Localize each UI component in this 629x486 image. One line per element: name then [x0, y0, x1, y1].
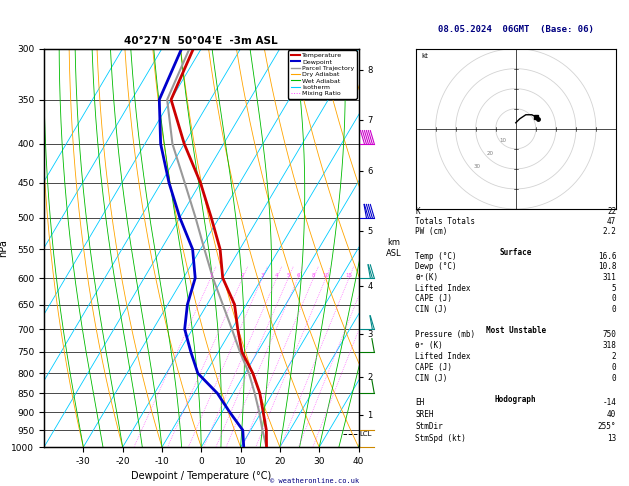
Title: 40°27'N  50°04'E  -3m ASL: 40°27'N 50°04'E -3m ASL	[125, 36, 278, 47]
Text: 47: 47	[607, 217, 616, 226]
Text: Lifted Index: Lifted Index	[415, 352, 470, 361]
Text: 13: 13	[607, 434, 616, 443]
Text: Lifted Index: Lifted Index	[415, 283, 470, 293]
Text: Hodograph: Hodograph	[495, 395, 537, 404]
Text: θᵉ(K): θᵉ(K)	[415, 273, 438, 282]
Text: kt: kt	[421, 53, 428, 59]
Text: 20: 20	[486, 151, 493, 156]
Text: Dewp (°C): Dewp (°C)	[415, 262, 457, 271]
Text: -14: -14	[603, 398, 616, 407]
Text: 2: 2	[611, 352, 616, 361]
Y-axis label: hPa: hPa	[0, 239, 9, 257]
Text: PW (cm): PW (cm)	[415, 227, 448, 236]
Text: StmDir: StmDir	[415, 422, 443, 431]
Text: CAPE (J): CAPE (J)	[415, 294, 452, 303]
Legend: Temperature, Dewpoint, Parcel Trajectory, Dry Adiabat, Wet Adiabat, Isotherm, Mi: Temperature, Dewpoint, Parcel Trajectory…	[288, 51, 357, 99]
Text: 6: 6	[296, 273, 299, 278]
Text: 255°: 255°	[598, 422, 616, 431]
Text: Surface: Surface	[499, 248, 532, 257]
Text: 22: 22	[607, 207, 616, 216]
Text: EH: EH	[415, 398, 425, 407]
Text: Temp (°C): Temp (°C)	[415, 252, 457, 260]
Text: 30: 30	[473, 164, 480, 169]
Text: 5: 5	[287, 273, 290, 278]
Text: 10: 10	[499, 138, 506, 143]
Text: CAPE (J): CAPE (J)	[415, 363, 452, 372]
Text: 2.2: 2.2	[603, 227, 616, 236]
Text: CIN (J): CIN (J)	[415, 374, 448, 383]
Text: 10: 10	[322, 273, 330, 278]
Text: 15: 15	[345, 273, 352, 278]
Y-axis label: km
ASL: km ASL	[386, 238, 401, 258]
Text: SREH: SREH	[415, 410, 434, 419]
Text: Most Unstable: Most Unstable	[486, 326, 546, 335]
Text: 10.8: 10.8	[598, 262, 616, 271]
Text: 8: 8	[312, 273, 315, 278]
Text: K: K	[415, 207, 420, 216]
Text: 311: 311	[603, 273, 616, 282]
Text: 0: 0	[611, 363, 616, 372]
Text: StmSpd (kt): StmSpd (kt)	[415, 434, 466, 443]
Text: 16.6: 16.6	[598, 252, 616, 260]
Text: 0: 0	[611, 305, 616, 314]
Text: 0: 0	[611, 374, 616, 383]
Text: 2: 2	[241, 273, 244, 278]
Text: Totals Totals: Totals Totals	[415, 217, 476, 226]
Text: © weatheronline.co.uk: © weatheronline.co.uk	[270, 478, 359, 484]
Text: 0: 0	[611, 294, 616, 303]
Text: 5: 5	[611, 283, 616, 293]
Text: 3: 3	[260, 273, 264, 278]
Text: 1: 1	[209, 273, 213, 278]
Text: 40: 40	[607, 410, 616, 419]
X-axis label: Dewpoint / Temperature (°C): Dewpoint / Temperature (°C)	[131, 471, 271, 482]
Text: LCL: LCL	[359, 431, 372, 436]
Text: 750: 750	[603, 330, 616, 339]
Text: 318: 318	[603, 341, 616, 350]
Text: θᵉ (K): θᵉ (K)	[415, 341, 443, 350]
Text: 08.05.2024  06GMT  (Base: 06): 08.05.2024 06GMT (Base: 06)	[438, 25, 594, 34]
Text: Pressure (mb): Pressure (mb)	[415, 330, 476, 339]
Text: 4: 4	[275, 273, 279, 278]
Text: CIN (J): CIN (J)	[415, 305, 448, 314]
